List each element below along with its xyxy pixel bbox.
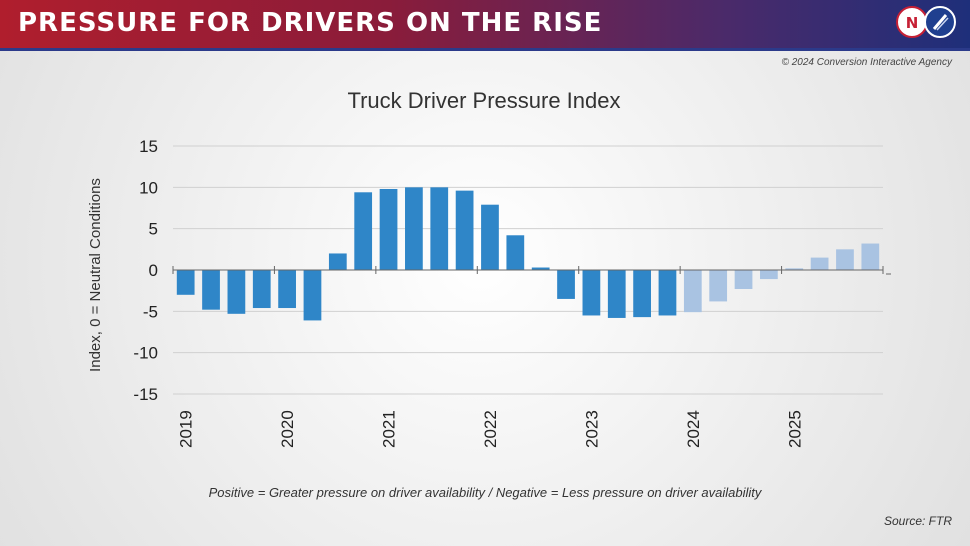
x-tick-label: 2024 [684, 410, 703, 448]
bar [683, 270, 702, 313]
bar [785, 268, 804, 270]
road-logo-icon [924, 6, 956, 38]
bar [303, 270, 322, 321]
page-title: PRESSURE FOR DRIVERS ON THE RISE [18, 8, 603, 38]
bar [506, 235, 525, 270]
bar [557, 270, 575, 299]
bar [405, 187, 423, 270]
x-axis-ticks: 2019 2020 2021 2022 2023 2024 2025 [177, 410, 805, 448]
bar [481, 204, 499, 270]
bar [861, 243, 880, 270]
x-tick-label: 2021 [380, 410, 399, 448]
y-tick-label: 10 [139, 178, 158, 197]
bar [734, 270, 753, 290]
x-axis [172, 266, 891, 275]
bars [176, 187, 880, 321]
x-tick-label: 2025 [785, 410, 804, 448]
bar [531, 267, 550, 270]
bar [582, 270, 601, 316]
bar [176, 270, 195, 295]
bar [278, 270, 296, 309]
bar [709, 270, 728, 302]
bar [455, 190, 474, 270]
svg-text:N: N [906, 14, 919, 32]
chart-title: Truck Driver Pressure Index [347, 88, 620, 113]
bar [633, 270, 651, 318]
y-axis-label: Index, 0 = Neutral Conditions [87, 178, 104, 372]
bar [252, 270, 271, 309]
x-tick-label: 2022 [481, 410, 500, 448]
bar [810, 257, 829, 270]
y-tick-label: 0 [149, 261, 158, 280]
copyright-text: © 2024 Conversion Interactive Agency [781, 57, 952, 68]
y-tick-label: -15 [133, 385, 158, 404]
x-tick-label: 2020 [278, 410, 297, 448]
bar [836, 249, 854, 270]
y-tick-label: -10 [133, 344, 158, 363]
y-tick-label: 15 [139, 137, 158, 156]
bar [430, 187, 449, 270]
y-tick-label: -5 [143, 302, 158, 321]
bar [658, 270, 677, 316]
x-tick-label: 2019 [177, 410, 196, 448]
header-banner: PRESSURE FOR DRIVERS ON THE RISE N [0, 0, 970, 51]
bar [328, 253, 347, 270]
bar [607, 270, 626, 318]
bar [379, 188, 398, 270]
bar [202, 270, 220, 310]
source-note: Source: FTR [883, 514, 952, 528]
bar [354, 192, 373, 270]
x-tick-label: 2023 [582, 410, 601, 448]
footnote: Positive = Greater pressure on driver av… [208, 485, 762, 500]
grid-lines [173, 145, 883, 395]
bar [227, 270, 246, 314]
y-axis-ticks: 15 10 5 0 -5 -10 -15 [133, 137, 158, 404]
y-tick-label: 5 [149, 220, 158, 239]
bar [760, 270, 778, 280]
